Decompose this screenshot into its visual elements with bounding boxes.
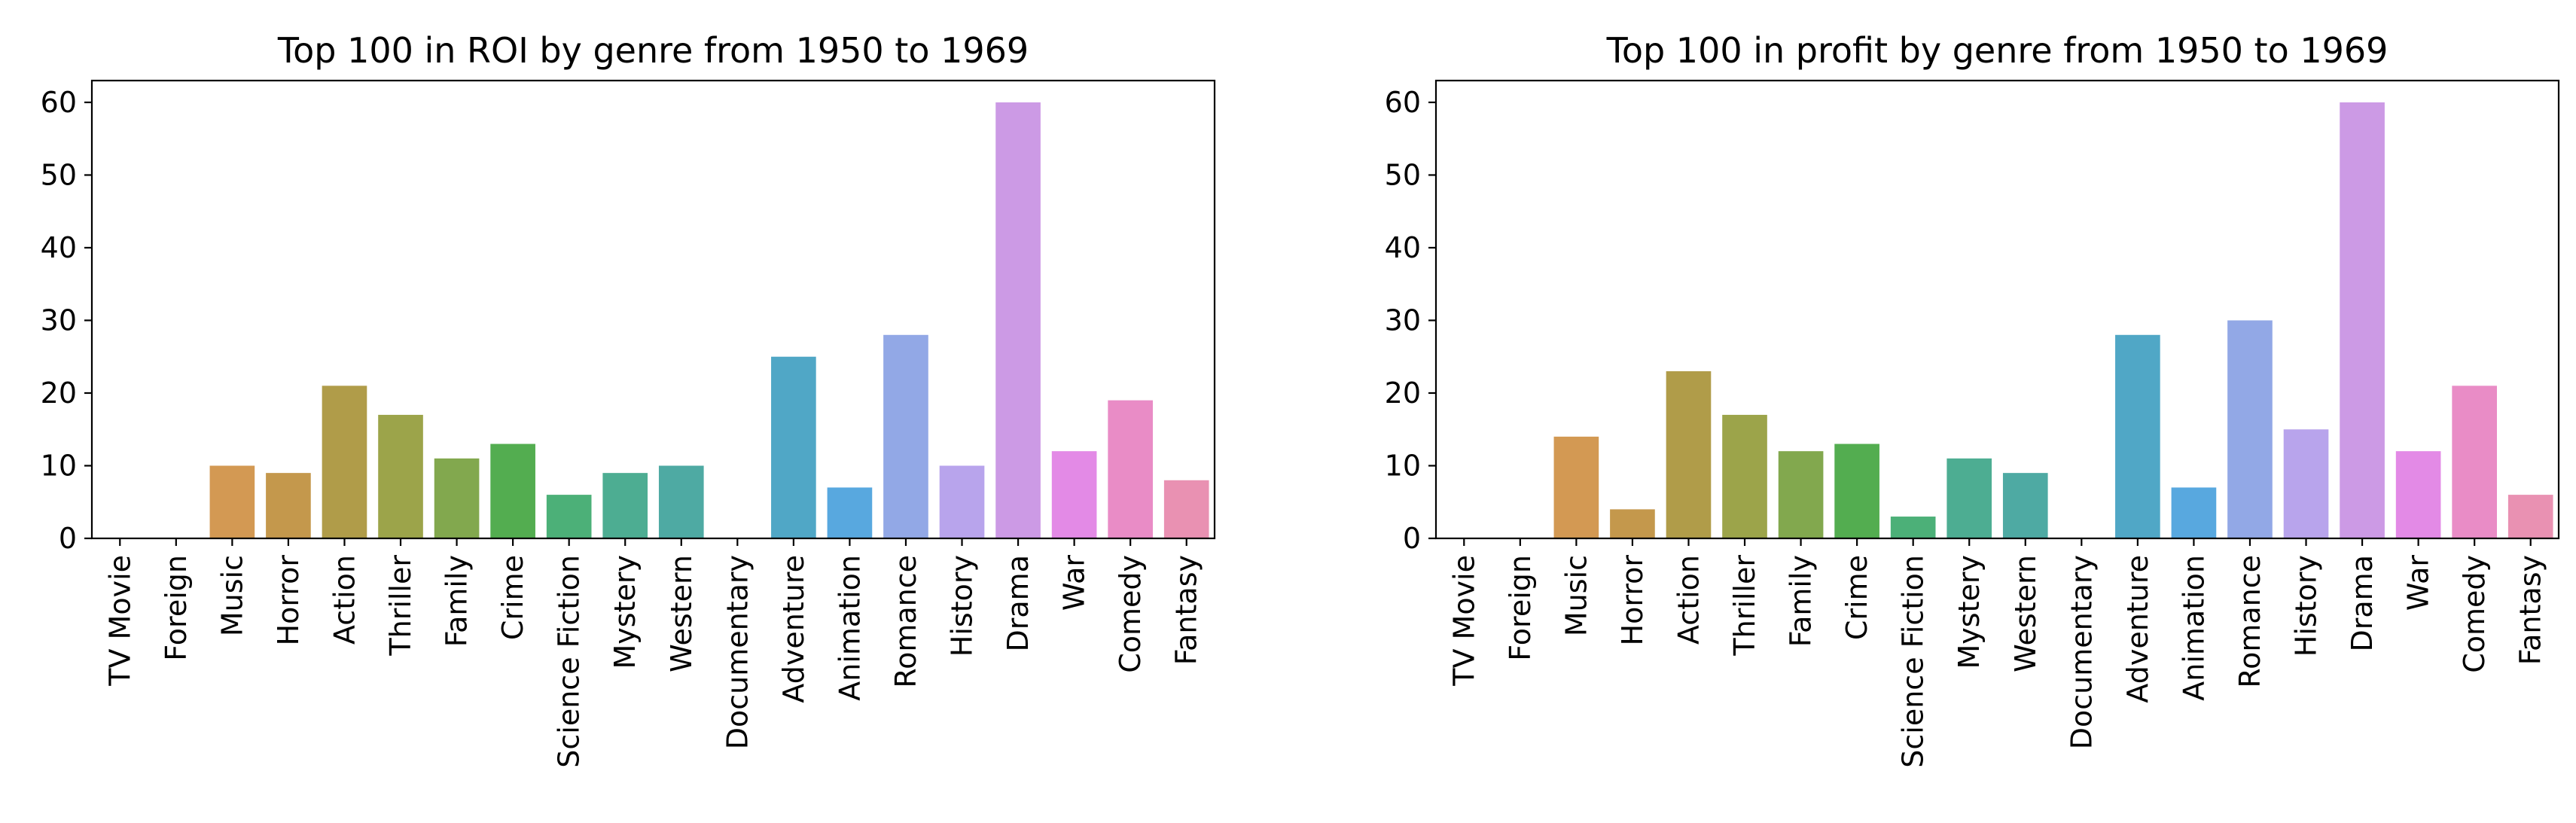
x-tick-label: Adventure bbox=[777, 555, 810, 703]
y-tick-label: 40 bbox=[1385, 231, 1421, 264]
bar-comedy bbox=[1108, 400, 1153, 538]
x-tick-label: Horror bbox=[272, 555, 305, 646]
x-tick-label: Thriller bbox=[1728, 555, 1761, 657]
bar-fantasy bbox=[1163, 480, 1209, 538]
bar-horror bbox=[266, 473, 311, 538]
bar-action bbox=[322, 386, 367, 538]
bar-music bbox=[1553, 436, 1599, 538]
x-tick-label: Science Fiction bbox=[1897, 555, 1930, 768]
bar-thriller bbox=[1722, 414, 1767, 538]
axes-frame bbox=[1434, 79, 2560, 540]
x-tick-label: Western bbox=[665, 555, 698, 672]
bar-horror bbox=[1610, 509, 1655, 538]
x-tick-label: Documentary bbox=[2065, 555, 2098, 749]
x-tick-label: Fantasy bbox=[1170, 555, 1203, 665]
x-tick-label: Action bbox=[328, 555, 361, 645]
bar-animation bbox=[827, 487, 873, 538]
bar-family bbox=[1778, 451, 1824, 538]
x-tick-label: Crime bbox=[496, 555, 529, 640]
x-tick-label: Thriller bbox=[384, 555, 417, 657]
roi-chart: 0 10 20 30 40 50 60 TV Movie Foreign Music Horror A… bbox=[41, 30, 1216, 768]
y-tick-label: 40 bbox=[41, 231, 77, 264]
bar-drama bbox=[2340, 102, 2385, 538]
y-tick-label: 50 bbox=[1385, 158, 1421, 191]
x-tick-label: Horror bbox=[1616, 555, 1649, 646]
bar-drama bbox=[995, 102, 1041, 538]
y-tick-label: 20 bbox=[41, 376, 77, 410]
y-tick-label: 30 bbox=[1385, 303, 1421, 337]
y-tick-label: 60 bbox=[1385, 86, 1421, 119]
x-tick-label: Foreign bbox=[1504, 555, 1537, 661]
bar-family bbox=[434, 458, 480, 538]
x-tick-label: History bbox=[946, 555, 979, 657]
x-tick-label: TV Movie bbox=[1447, 555, 1480, 687]
x-tick-label: Family bbox=[441, 555, 474, 647]
x-tick-label: Adventure bbox=[2121, 555, 2154, 703]
x-tick-label: Animation bbox=[2177, 555, 2210, 701]
x-tick-label: War bbox=[1058, 555, 1091, 611]
x-tick-label: War bbox=[2402, 555, 2435, 611]
x-tick-label: Crime bbox=[1840, 555, 1873, 640]
x-tick-label: Drama bbox=[2346, 555, 2379, 651]
x-tick-label: Mystery bbox=[608, 555, 642, 669]
bar-western bbox=[658, 465, 704, 538]
x-tick-label: Documentary bbox=[721, 555, 754, 749]
x-tick-label: Western bbox=[2009, 555, 2042, 672]
bar-science-fiction bbox=[546, 495, 592, 538]
y-tick-label: 30 bbox=[41, 303, 77, 337]
x-tick-label: Fantasy bbox=[2514, 555, 2547, 665]
bar-adventure bbox=[2115, 334, 2160, 538]
x-tick-label: History bbox=[2290, 555, 2323, 657]
x-tick-label: Drama bbox=[1001, 555, 1035, 651]
bar-fantasy bbox=[2507, 495, 2553, 538]
bar-romance bbox=[883, 334, 928, 538]
bar-science-fiction bbox=[1890, 517, 1936, 538]
x-tick-label: TV Movie bbox=[103, 555, 136, 687]
bar-romance bbox=[2227, 320, 2273, 538]
chart-title: Top 100 in ROI by genre from 1950 to 196… bbox=[277, 30, 1029, 71]
y-tick-label: 10 bbox=[41, 449, 77, 482]
axes-frame bbox=[90, 79, 1216, 540]
x-tick-label: Action bbox=[1672, 555, 1705, 645]
bar-animation bbox=[2171, 487, 2217, 538]
x-tick-label: Animation bbox=[833, 555, 866, 701]
x-tick-label: Romance bbox=[2233, 555, 2267, 688]
x-tick-label: Science Fiction bbox=[553, 555, 586, 768]
bar-war bbox=[1051, 451, 1097, 538]
y-tick-label: 20 bbox=[1385, 376, 1421, 410]
y-tick-label: 0 bbox=[1403, 522, 1421, 555]
x-tick-label: Comedy bbox=[2458, 555, 2491, 673]
bar-crime bbox=[490, 444, 535, 538]
x-tick-label: Foreign bbox=[160, 555, 193, 661]
profit-chart: 0 10 20 30 40 50 60 TV Movie Foreign Music Horror A… bbox=[1385, 30, 2560, 768]
bar-thriller bbox=[378, 414, 423, 538]
x-tick-label: Mystery bbox=[1953, 555, 1986, 669]
x-tick-label: Romance bbox=[889, 555, 922, 688]
bar-history bbox=[939, 465, 985, 538]
y-tick-label: 0 bbox=[59, 522, 77, 555]
y-tick-label: 10 bbox=[1385, 449, 1421, 482]
bar-crime bbox=[1834, 444, 1879, 538]
x-tick-label: Music bbox=[1559, 555, 1593, 636]
chart-title: Top 100 in profit by genre from 1950 to … bbox=[1606, 30, 2389, 71]
bar-music bbox=[209, 465, 255, 538]
x-tick-label: Comedy bbox=[1114, 555, 1147, 673]
bar-history bbox=[2283, 429, 2329, 538]
x-tick-label: Music bbox=[215, 555, 248, 636]
bar-western bbox=[2002, 473, 2048, 538]
x-tick-label: Family bbox=[1785, 555, 1818, 647]
bar-war bbox=[2395, 451, 2441, 538]
y-tick-label: 50 bbox=[41, 158, 77, 191]
bar-mystery bbox=[1946, 458, 1992, 538]
bar-mystery bbox=[602, 473, 648, 538]
y-tick-label: 60 bbox=[41, 86, 77, 119]
bar-comedy bbox=[2452, 386, 2497, 538]
bar-adventure bbox=[771, 356, 816, 538]
bar-action bbox=[1666, 371, 1712, 538]
